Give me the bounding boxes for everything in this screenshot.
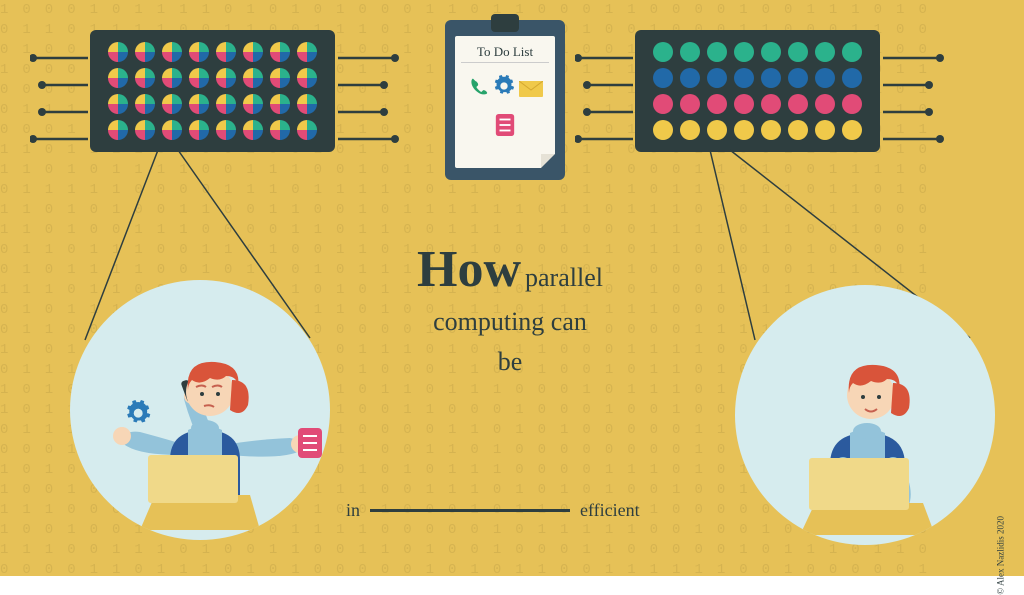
person-calm	[735, 285, 995, 545]
title-line3: be	[340, 347, 680, 377]
person-busy	[70, 280, 330, 540]
title-emphatic: How	[417, 241, 521, 298]
efficiency-suffix: efficient	[580, 500, 640, 521]
credit-text: © Alex Nazlidis 2020	[996, 516, 1006, 595]
efficiency-rule	[370, 509, 570, 512]
efficiency-line: in efficient	[346, 500, 640, 521]
title-line2: computing can	[340, 307, 680, 337]
title-block: How parallel computing can be	[340, 240, 680, 377]
zoom-circle-right	[735, 285, 995, 545]
title-line1: parallel	[525, 263, 603, 292]
zoom-circle-left	[70, 280, 330, 540]
efficiency-prefix: in	[346, 500, 360, 521]
